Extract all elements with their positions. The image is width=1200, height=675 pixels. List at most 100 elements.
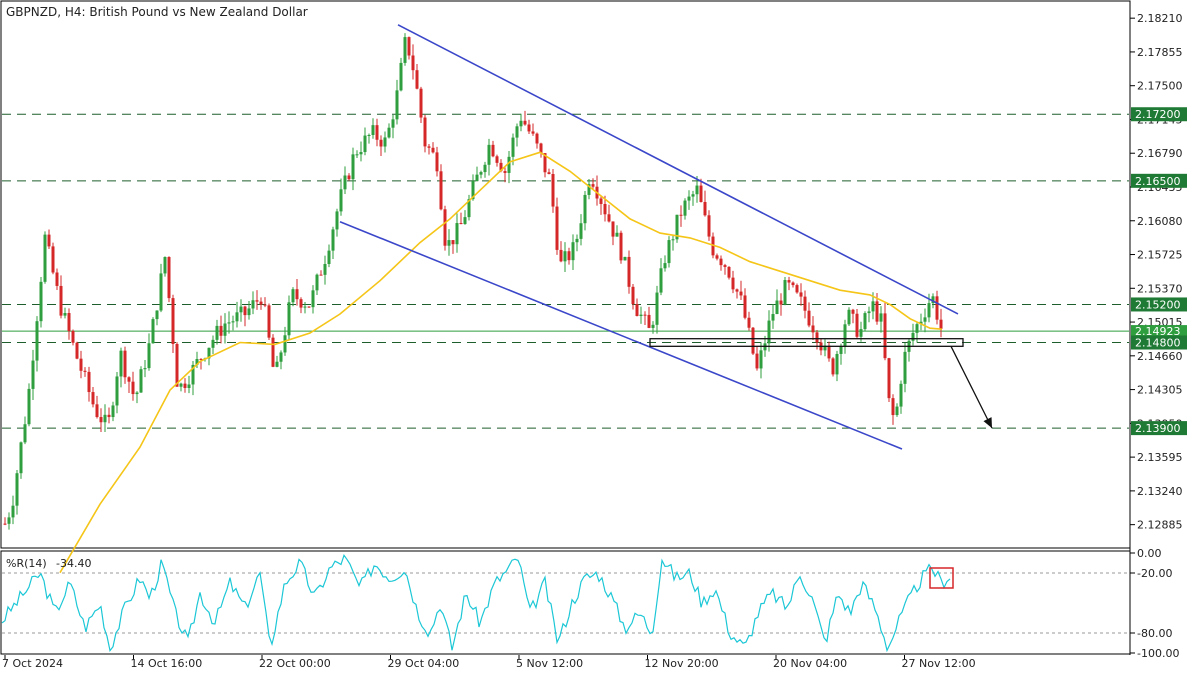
candle-body [175, 343, 179, 387]
candle-body [735, 289, 739, 292]
candle-body [891, 398, 895, 416]
candle-body [547, 172, 551, 174]
candle-body [291, 289, 295, 303]
level-label-1: 2.16500 [1135, 175, 1181, 188]
chart-title: GBPNZD, H4: British Pound vs New Zealand… [6, 5, 308, 19]
indicator-name: %R(14) [6, 557, 47, 570]
candle-body [391, 119, 395, 128]
candle-body [863, 313, 867, 330]
candle-body [403, 37, 407, 63]
candle-body [719, 258, 723, 266]
candle-body [355, 154, 359, 156]
candle-body [415, 70, 419, 89]
candle-body [807, 310, 811, 326]
candle-body [635, 304, 639, 317]
candle-body [531, 131, 535, 134]
candle-body [455, 223, 459, 245]
candle-body [423, 117, 427, 147]
projection-arrow[interactable] [950, 346, 993, 429]
candle-body [471, 181, 475, 200]
candle-body [515, 126, 519, 138]
candle-body [759, 350, 763, 369]
candle-body [879, 313, 883, 322]
candle-body [39, 281, 43, 322]
candle-body [775, 300, 779, 315]
candle-body [563, 251, 567, 262]
candle-body [251, 300, 255, 309]
candle-body [815, 332, 819, 343]
candle-body [307, 306, 311, 308]
candle-body [627, 256, 631, 287]
candle-body [343, 175, 347, 190]
time-tick-label: 12 Nov 20:00 [645, 657, 719, 670]
candle-body [859, 329, 863, 337]
candle-body [239, 306, 243, 313]
candle-body [551, 173, 555, 207]
candle-body [103, 414, 107, 423]
candle-body [751, 327, 755, 354]
candle-body [611, 221, 615, 237]
candle-body [667, 240, 671, 264]
candle-body [663, 263, 667, 269]
candle-body [243, 306, 247, 316]
candle-body [139, 369, 143, 393]
price-tick-label: 2.15725 [1137, 249, 1183, 262]
candle-body [219, 325, 223, 336]
candle-body [315, 274, 319, 291]
candle-body [619, 232, 623, 261]
channel-lower-line[interactable] [339, 220, 903, 450]
indicator-pane-border [0, 550, 1131, 655]
time-tick-label: 14 Oct 16:00 [131, 657, 203, 670]
candle-body [283, 335, 287, 353]
indicator-levels [2, 572, 1129, 634]
time-tick-label: 22 Oct 00:00 [259, 657, 331, 670]
indicator-axis: 0.00 -20.00 -80.00 -100.00 [1130, 547, 1179, 660]
time-tick-label: 20 Nov 04:00 [773, 657, 847, 670]
candle-body [127, 377, 131, 382]
candle-body [827, 345, 831, 359]
candle-body [931, 296, 935, 304]
channel-upper-line[interactable] [397, 24, 959, 315]
candle-body [843, 324, 847, 347]
candle-body [679, 214, 683, 216]
candle-body [499, 162, 503, 172]
candle-body [275, 361, 279, 367]
candle-body [19, 442, 23, 474]
candle-body [367, 134, 371, 136]
candle-body [295, 289, 299, 300]
candle-body [235, 312, 239, 322]
level-label-bg [1131, 297, 1187, 312]
candle-body [191, 364, 195, 385]
candle-body [475, 174, 479, 182]
candle-body [899, 383, 903, 407]
candle-body [7, 517, 11, 524]
time-tick-label: 27 Nov 12:00 [902, 657, 976, 670]
price-tick-label: 2.15370 [1137, 282, 1183, 295]
candle-body [659, 268, 663, 293]
candle-body [583, 194, 587, 224]
candle-body [287, 302, 291, 336]
candle-body [435, 152, 439, 172]
candle-body [263, 304, 267, 306]
candle-body [51, 246, 55, 273]
candle-body [687, 196, 691, 201]
candle-body [895, 406, 899, 416]
support-zone-rectangle[interactable] [649, 338, 964, 347]
candle-body [375, 125, 379, 140]
indicator-marker-box[interactable] [929, 567, 954, 589]
candle-body [587, 184, 591, 195]
level-label-4: 2.13900 [1135, 422, 1181, 435]
candle-body [467, 199, 471, 218]
price-tick-label: 2.13595 [1137, 451, 1183, 464]
candle-body [755, 353, 759, 369]
candle-body [363, 135, 367, 153]
candles [3, 33, 943, 530]
candle-body [727, 266, 731, 278]
candle-body [99, 417, 103, 423]
candle-body [163, 257, 167, 274]
candle-body [123, 350, 127, 378]
candle-body [643, 314, 647, 316]
candle-body [31, 360, 35, 389]
time-tick-label: 7 Oct 2024 [2, 657, 63, 670]
candle-body [623, 256, 627, 261]
